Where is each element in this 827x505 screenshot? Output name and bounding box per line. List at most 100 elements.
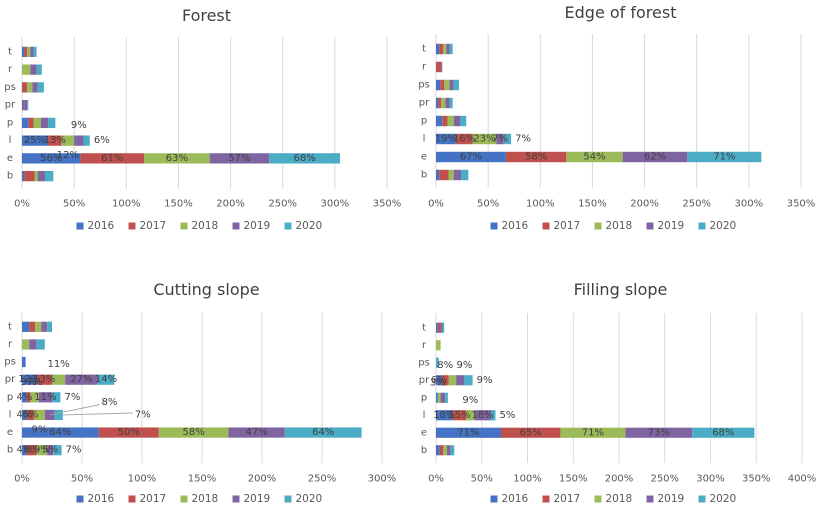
bar-segment-pr-2016 xyxy=(22,99,24,111)
chart-edge-of-forest: Edge of forest 0% 50% 100% 150% 200% 250% 300%… xyxy=(414,0,827,252)
bar-segment-pr-2018 xyxy=(448,375,457,386)
callout-label: 8% xyxy=(101,397,117,408)
bar-segment-t-2019 xyxy=(446,43,450,55)
bar-segment-t-2018 xyxy=(35,321,42,332)
bar-segment-b-2018 xyxy=(36,445,48,456)
callout-label: 8% xyxy=(437,360,453,371)
bar-segment-ps-2016 xyxy=(436,79,441,91)
data-label: 6% xyxy=(22,409,38,420)
bar-segment-t-2019 xyxy=(41,321,48,332)
legend-swatch-2019 xyxy=(232,222,240,230)
bar-segment-p-2018 xyxy=(30,392,39,403)
data-label: 71% xyxy=(457,427,479,438)
legend-swatch-2018 xyxy=(594,222,602,230)
data-label: 57% xyxy=(228,153,250,164)
bar-segment-p-2018 xyxy=(447,115,454,127)
x-tick-label: 250% xyxy=(308,474,337,485)
x-tick-label: 350% xyxy=(742,474,771,485)
callout-label: 3% xyxy=(430,377,446,388)
data-label: 64% xyxy=(312,427,334,438)
bar-segment-l-2017 xyxy=(26,409,34,421)
legend-label-2019: 2019 xyxy=(658,220,685,232)
legend-label-2017: 2017 xyxy=(554,220,581,232)
bar-segment-l-2016 xyxy=(22,409,27,421)
bar-segment-l-2016 xyxy=(436,410,453,421)
bar-segment-pr-2018 xyxy=(441,97,446,109)
bar-segment-p-2017 xyxy=(28,117,34,129)
data-label: 14% xyxy=(95,374,117,385)
data-label: 9% xyxy=(34,445,50,456)
data-label: 71% xyxy=(582,427,604,438)
bar-segment-b-2016 xyxy=(22,170,25,182)
legend-label-2020: 2020 xyxy=(296,220,323,232)
category-label: pr xyxy=(419,98,430,109)
category-label: e xyxy=(421,427,427,438)
category-label: t xyxy=(422,322,426,333)
bar-segment-l-2019 xyxy=(496,133,504,145)
data-label: 73% xyxy=(648,427,670,438)
bar-segment-p-2020 xyxy=(445,392,448,403)
x-tick-label: 50% xyxy=(477,199,499,210)
x-tick-label: 200% xyxy=(248,474,277,485)
x-tick-label: 300% xyxy=(735,199,764,210)
x-tick-label: 0% xyxy=(14,199,30,210)
bar-segment-t-2016 xyxy=(436,322,438,333)
data-label: 23% xyxy=(473,134,495,145)
bar-segment-p-2019 xyxy=(453,115,460,127)
bar-segment-b-2016 xyxy=(22,445,27,456)
x-tick-label: 200% xyxy=(216,199,245,210)
bar-segment-r-2019 xyxy=(29,339,37,350)
x-tick-label: 250% xyxy=(682,199,711,210)
bar-segment-b-2020 xyxy=(53,445,62,456)
x-tick-label: 400% xyxy=(788,474,817,485)
legend-swatch-2019 xyxy=(646,222,654,230)
x-tick-label: 200% xyxy=(605,474,634,485)
legend-label-2018: 2018 xyxy=(192,220,219,232)
category-label: pr xyxy=(419,375,430,386)
bar-segment-b-2019 xyxy=(37,170,45,182)
legend-swatch-2020 xyxy=(698,495,706,503)
bar-segment-b-2017 xyxy=(24,170,35,182)
data-label: 25% xyxy=(24,135,46,146)
bar-segment-p-2019 xyxy=(38,392,52,403)
legend-label-2019: 2019 xyxy=(658,493,685,505)
chart-svg: 0% 50% 100% 150% 200% 250% 300% 350% 400% tr ps pr p… xyxy=(418,313,817,505)
legend-swatch-2019 xyxy=(646,495,654,503)
bar-segment-e-2017 xyxy=(80,153,145,164)
bar-segment-b-2016 xyxy=(436,445,440,456)
bar-segment-l-2016 xyxy=(22,135,49,146)
bar-segment-e-2020 xyxy=(692,427,755,438)
x-tick-label: 250% xyxy=(268,199,297,210)
bar-segment-t-2020 xyxy=(33,46,37,58)
data-label: 4% xyxy=(16,409,32,420)
legend-label-2020: 2020 xyxy=(296,493,323,505)
bar-segment-e-2020 xyxy=(269,153,341,164)
data-label: 5% xyxy=(42,445,58,456)
bar-segment-ps-2016 xyxy=(22,356,26,368)
bar-segment-b-2019 xyxy=(446,445,451,456)
data-label: 18% xyxy=(433,410,455,421)
legend-label-2019: 2019 xyxy=(244,220,271,232)
x-tick-label: 0% xyxy=(428,474,444,485)
bar-segment-ps-2018 xyxy=(27,82,33,93)
bar-segment-e-2019 xyxy=(622,151,688,163)
bar-segment-b-2019 xyxy=(47,445,54,456)
category-label: p xyxy=(7,117,13,128)
bar-segment-l-2018 xyxy=(472,133,497,145)
category-label: r xyxy=(8,339,13,350)
category-label: t xyxy=(8,46,12,57)
legend-swatch-2018 xyxy=(594,495,602,503)
x-tick-label: 100% xyxy=(112,199,141,210)
bar-segment-r-2020 xyxy=(36,339,45,350)
bar-segment-r-2017 xyxy=(436,61,442,73)
bar-segment-b-2017 xyxy=(26,445,37,456)
data-label: 15% xyxy=(448,410,470,421)
category-label: b xyxy=(421,445,427,456)
bar-segment-t-2020 xyxy=(449,43,453,55)
bar-segment-e-2017 xyxy=(500,427,561,438)
category-label: p xyxy=(7,392,13,403)
category-label: l xyxy=(9,135,12,146)
bar-segment-l-2017 xyxy=(48,135,62,146)
x-tick-label: 50% xyxy=(471,474,493,485)
